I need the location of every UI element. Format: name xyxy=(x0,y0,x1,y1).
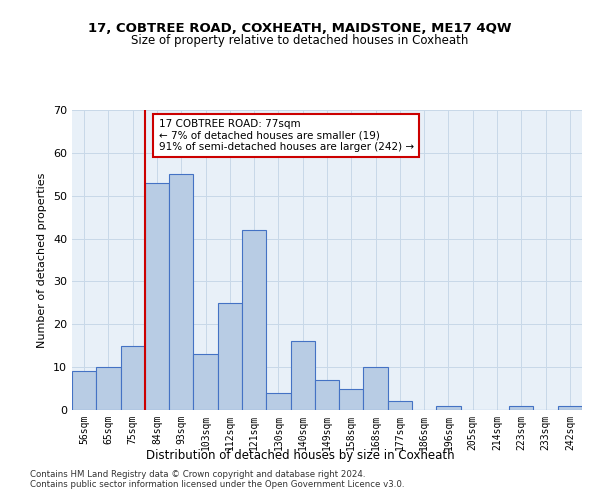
Bar xyxy=(558,406,582,410)
Bar xyxy=(145,183,169,410)
Bar xyxy=(509,406,533,410)
Bar xyxy=(72,372,96,410)
Y-axis label: Number of detached properties: Number of detached properties xyxy=(37,172,47,348)
Text: 17 COBTREE ROAD: 77sqm
← 7% of detached houses are smaller (19)
91% of semi-deta: 17 COBTREE ROAD: 77sqm ← 7% of detached … xyxy=(158,119,414,152)
Text: Contains public sector information licensed under the Open Government Licence v3: Contains public sector information licen… xyxy=(30,480,404,489)
Bar xyxy=(290,342,315,410)
Text: Distribution of detached houses by size in Coxheath: Distribution of detached houses by size … xyxy=(146,448,454,462)
Bar xyxy=(242,230,266,410)
Text: Contains HM Land Registry data © Crown copyright and database right 2024.: Contains HM Land Registry data © Crown c… xyxy=(30,470,365,479)
Bar xyxy=(315,380,339,410)
Bar xyxy=(218,303,242,410)
Text: 17, COBTREE ROAD, COXHEATH, MAIDSTONE, ME17 4QW: 17, COBTREE ROAD, COXHEATH, MAIDSTONE, M… xyxy=(88,22,512,36)
Bar xyxy=(121,346,145,410)
Bar xyxy=(364,367,388,410)
Bar xyxy=(169,174,193,410)
Bar xyxy=(339,388,364,410)
Bar xyxy=(266,393,290,410)
Text: Size of property relative to detached houses in Coxheath: Size of property relative to detached ho… xyxy=(131,34,469,47)
Bar xyxy=(388,402,412,410)
Bar xyxy=(193,354,218,410)
Bar xyxy=(96,367,121,410)
Bar xyxy=(436,406,461,410)
